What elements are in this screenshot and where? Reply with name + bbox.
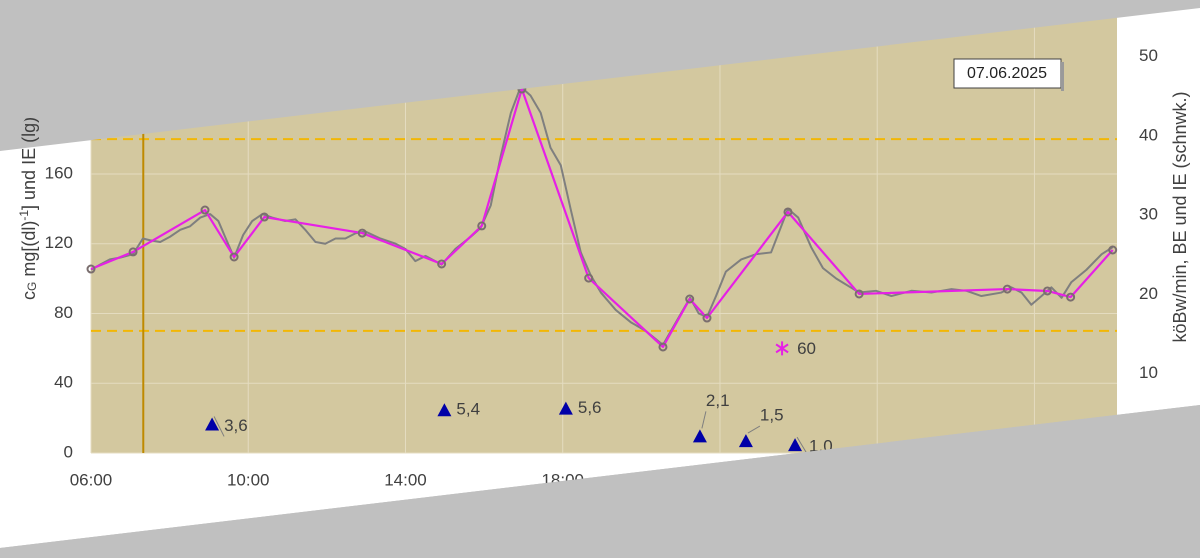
point bbox=[658, 342, 668, 352]
x-tick-label: 14:00 bbox=[384, 470, 427, 489]
data-label: 3,6 bbox=[224, 416, 248, 435]
crop-overlay bbox=[0, 0, 1200, 151]
y-axis-title-part: ] und IE (lg) bbox=[19, 117, 39, 210]
y2-tick-label: 40 bbox=[1139, 125, 1158, 144]
asterisk-marker bbox=[775, 341, 789, 356]
data-label: 1,5 bbox=[760, 406, 784, 425]
triangle-marker bbox=[205, 417, 220, 431]
point bbox=[259, 212, 269, 222]
leader-line bbox=[701, 411, 707, 429]
point bbox=[1108, 245, 1118, 255]
series-line bbox=[90, 87, 1114, 349]
crop-overlay bbox=[0, 0, 120, 151]
asterisk-stroke bbox=[775, 343, 789, 354]
annotation-shadow bbox=[1061, 62, 1064, 91]
data-label: 2,1 bbox=[706, 391, 730, 410]
point bbox=[86, 264, 96, 274]
point bbox=[437, 259, 447, 269]
point bbox=[1002, 284, 1012, 294]
point bbox=[229, 252, 239, 262]
point bbox=[685, 294, 695, 304]
leader-line bbox=[747, 425, 761, 434]
point bbox=[584, 273, 594, 283]
data-label: 5,6 bbox=[578, 398, 602, 417]
y-tick-label: 0 bbox=[64, 442, 73, 461]
point bbox=[854, 289, 864, 299]
y2-tick-label: 50 bbox=[1139, 46, 1158, 65]
point bbox=[200, 205, 210, 215]
triangle-marker bbox=[738, 434, 753, 448]
y-tick-label: 40 bbox=[54, 373, 73, 392]
crop-overlay bbox=[0, 405, 1200, 558]
y-tick-label: 120 bbox=[45, 233, 73, 252]
data-label: 60 bbox=[797, 339, 816, 358]
point bbox=[357, 228, 367, 238]
triangle-marker bbox=[437, 403, 452, 417]
y2-axis-title: köBw/min, BE und IE (schnwk.) bbox=[1170, 91, 1190, 342]
data-label: 5,4 bbox=[456, 400, 480, 419]
point bbox=[1066, 292, 1076, 302]
x-tick-label: 10:00 bbox=[227, 470, 270, 489]
triangle-marker bbox=[692, 429, 707, 443]
point bbox=[477, 221, 487, 231]
point bbox=[128, 247, 138, 257]
y-tick-label: 160 bbox=[45, 163, 73, 182]
y-axis-title-part: -1 bbox=[17, 210, 31, 221]
x-tick-label: 06:00 bbox=[70, 470, 113, 489]
triangle-marker bbox=[558, 401, 573, 415]
y-tick-label: 80 bbox=[54, 303, 73, 322]
y-axis-title-part: G bbox=[25, 282, 39, 291]
point bbox=[702, 313, 712, 323]
y2-tick-label: 10 bbox=[1139, 363, 1158, 382]
y2-tick-label: 20 bbox=[1139, 284, 1158, 303]
annotation: 07.06.2025 bbox=[967, 65, 1047, 82]
leader-line bbox=[213, 416, 225, 437]
point bbox=[783, 207, 793, 217]
triangle-marker bbox=[788, 438, 803, 452]
y-axis-title-part: c bbox=[19, 291, 39, 300]
y2-tick-label: 30 bbox=[1139, 205, 1158, 224]
y-axis-title-part: mg[(dl) bbox=[19, 221, 39, 282]
annotation-box bbox=[953, 58, 1062, 89]
y-axis-title: cG mg[(dl)-1] und IE (lg) bbox=[17, 117, 39, 300]
point bbox=[1042, 286, 1052, 296]
